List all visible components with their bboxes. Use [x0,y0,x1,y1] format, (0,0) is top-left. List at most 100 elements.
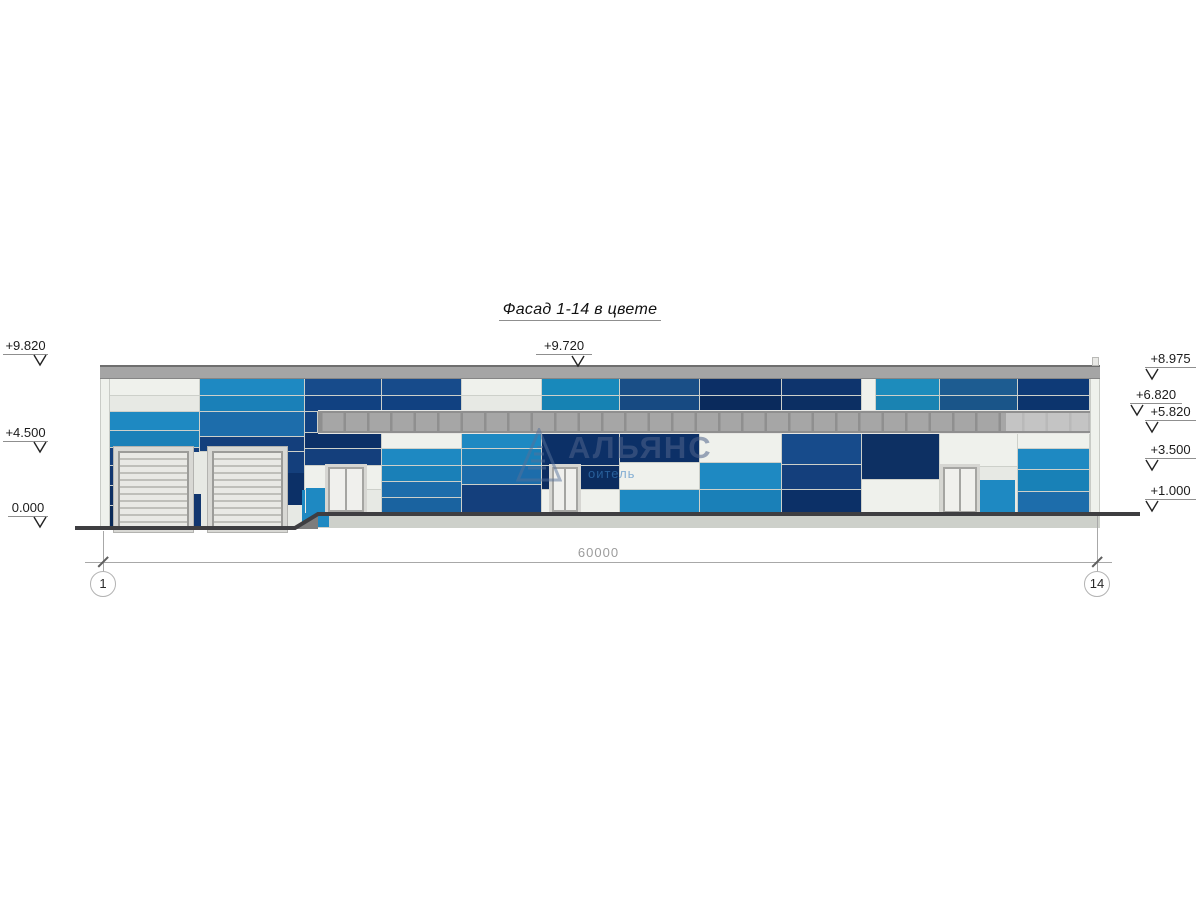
ribbon-window-light-section [1006,413,1090,431]
elevation-leader-line [1145,367,1196,368]
facade-panel [876,379,939,395]
facade-panel [782,465,861,489]
facade-panel [1018,470,1089,491]
facade-panel [306,488,331,513]
facade-panel [382,449,461,465]
facade-panel [620,463,699,489]
facade-panel [382,379,461,395]
facade-panel [782,379,861,395]
dimension-value: 60000 [577,545,620,560]
elevation-arrow-icon [1145,500,1159,513]
facade-panel [1018,433,1089,448]
elevation-value: +1.000 [1150,483,1191,498]
facade-panel [542,379,619,395]
facade-panel [862,379,875,411]
elevation-leader-line [1145,458,1196,459]
facade-panel [1018,492,1089,513]
axis-number-14: 14 [1089,576,1105,591]
elevation-leader-line [8,516,48,517]
elevation-arrow-icon [33,441,47,454]
facade-panel [542,433,619,465]
facade-panel [620,490,699,513]
elevation-value: 0.000 [11,500,45,515]
facade-panel [189,494,201,527]
facade-panel [620,379,699,395]
facade-panel [200,412,304,436]
facade-panel [382,396,461,411]
facade-panel [110,412,199,430]
door-leaf-split [959,469,961,511]
facade-panel [110,431,199,447]
drawing-title-text: Фасад 1-14 в цвете [498,301,662,321]
facade-panel [700,490,781,513]
door-leaf-split [564,469,566,510]
elevation-value: +9.720 [543,338,585,353]
facade-panel [862,480,939,513]
entrance-double-door [328,467,364,512]
axis-extension-line-1 [103,531,104,572]
facade-panel [700,463,781,489]
roller-shutter-door [212,451,283,528]
facade-panel [1018,449,1089,469]
door-leaf-split [345,469,347,510]
facade-panel [305,396,381,411]
facade-panel [110,379,199,395]
roof-parapet-band [100,365,1100,379]
ribbon-window-panes [320,413,1088,431]
elevation-value: +6.820 [1135,387,1177,402]
elevation-arrow-icon [33,354,47,367]
dimension-line [85,562,1112,563]
facade-panel [305,412,317,432]
entrance-double-door [943,467,977,513]
facade-panel [462,396,541,411]
ribbon-window-strip [318,411,1090,433]
facade-panel [940,396,1017,411]
elevation-leader-line [1130,403,1182,404]
axis-number-1: 1 [99,576,107,591]
facade-panel [700,433,781,462]
facade-panel [700,379,781,395]
facade-panel [462,466,541,484]
facade-panel [284,452,304,473]
elevation-value: +5.820 [1150,404,1191,419]
elevation-value: +9.820 [5,338,46,353]
facade-panel [1018,396,1089,411]
facade-panel [862,433,939,479]
elevation-arrow-icon [1145,459,1159,472]
facade-panel [940,379,1017,395]
elevation-leader-line [3,441,48,442]
facade-panel [305,379,381,395]
facade-panel [305,433,381,448]
facade-panel [782,490,861,513]
facade-panel [1018,379,1089,395]
facade-panel [382,482,461,497]
facade-panel [200,396,304,411]
facade-panel [200,437,304,451]
corner-trim [1090,379,1100,514]
elevation-leader-line [3,354,48,355]
parapet-end-cap [1092,357,1099,366]
facade-panel [283,505,302,527]
facade-panel [382,498,461,513]
facade-panel [542,396,619,411]
elevation-leader-line [1145,420,1196,421]
facade-panel [700,396,781,411]
elevation-arrow-icon [1145,421,1159,434]
elevation-arrow-icon [33,516,47,529]
elevation-leader-line [1145,499,1196,500]
elevation-arrow-icon [571,355,585,368]
facade-panel [382,466,461,481]
elevation-value: +8.975 [1150,351,1191,366]
corner-trim [100,379,110,528]
drawing-title: Фасад 1-14 в цвете [0,301,1160,321]
elevation-value: +4.500 [5,425,46,440]
facade-panel [782,396,861,411]
facade-panel [382,433,461,448]
elevation-arrow-icon [1145,368,1159,381]
facade-panel [305,449,381,465]
elevation-value: +3.500 [1150,442,1191,457]
elevation-leader-line [536,354,592,355]
facade-panel [876,396,939,411]
facade-panel [620,433,699,462]
